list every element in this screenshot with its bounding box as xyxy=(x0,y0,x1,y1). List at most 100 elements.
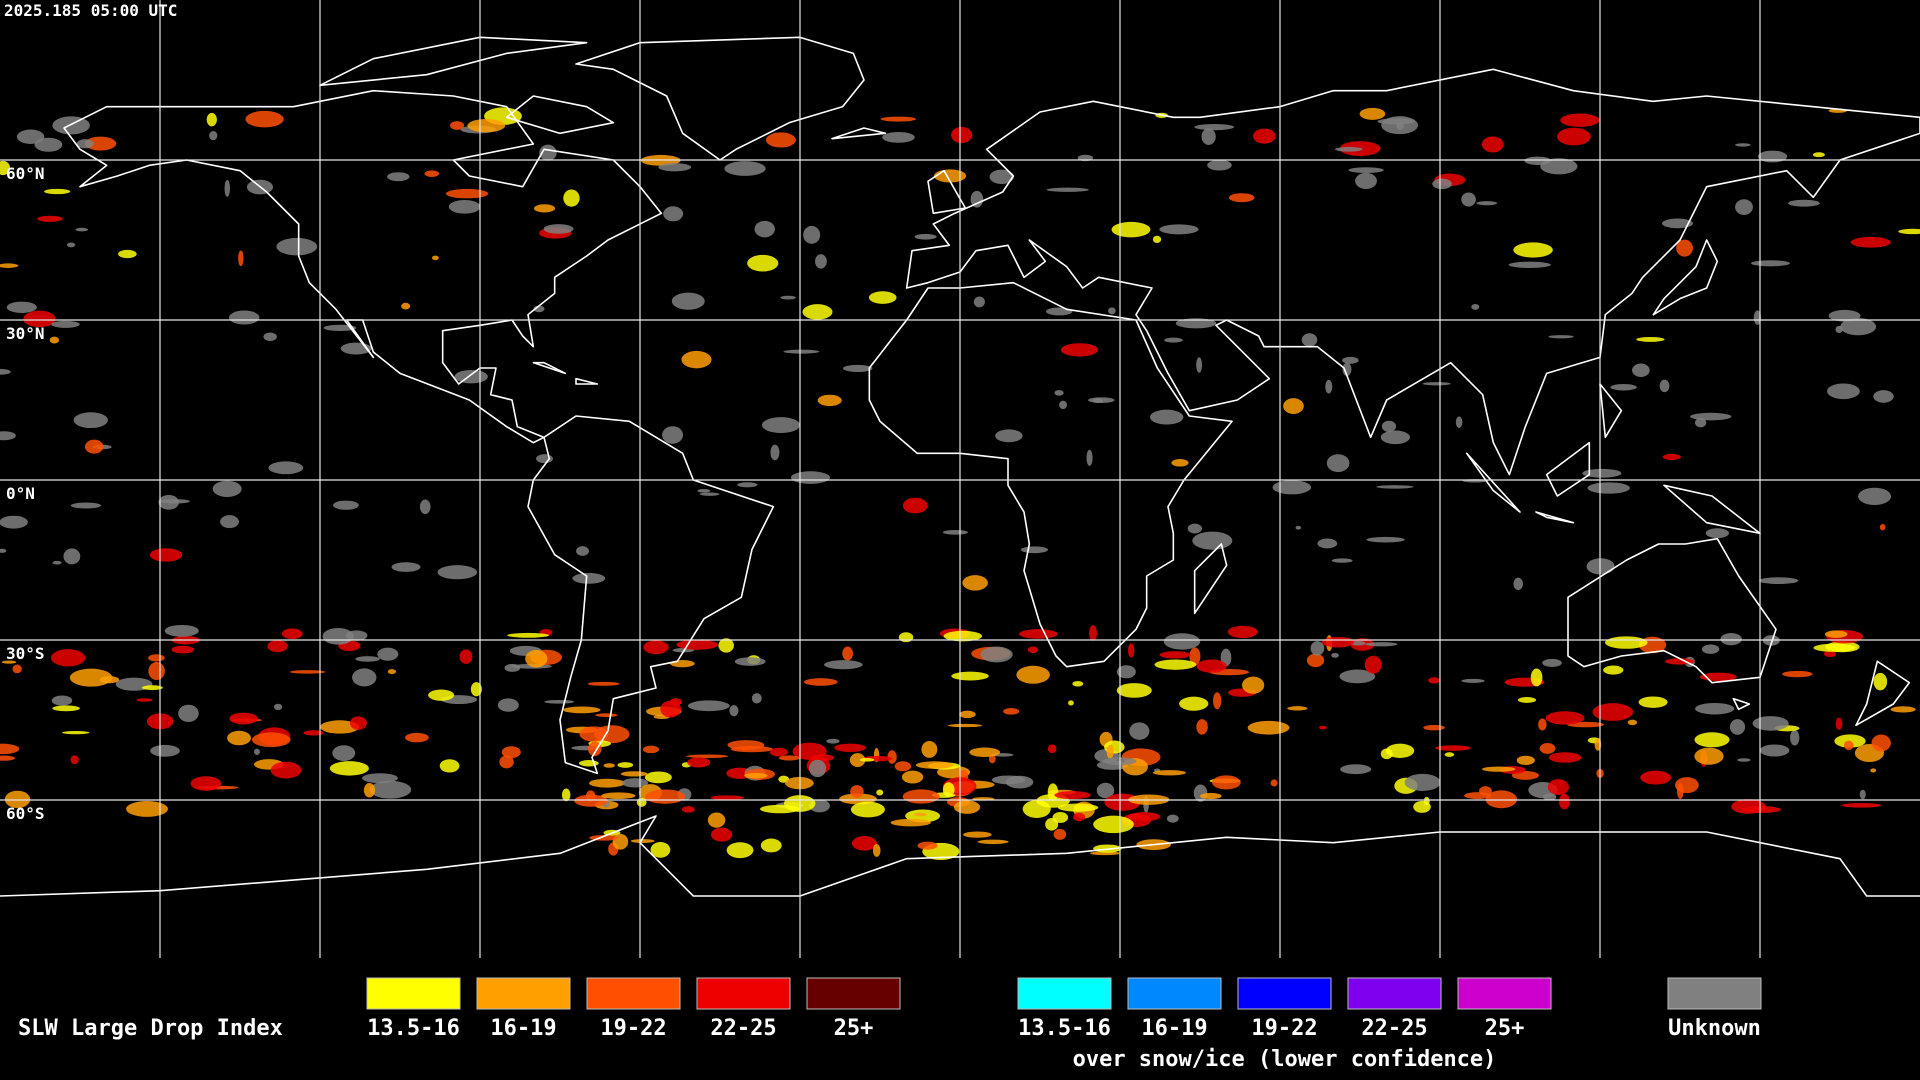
cloud-patch xyxy=(1306,653,1325,668)
cloud-patch xyxy=(917,841,938,850)
cloud-patch xyxy=(970,190,984,208)
cloud-patch xyxy=(1850,236,1891,248)
cloud-patch xyxy=(660,700,681,718)
cloud-patch xyxy=(1859,789,1866,800)
cloud-patch xyxy=(630,839,655,844)
cloud-patch xyxy=(273,703,283,711)
latitude-labels: 60°N 30°N 0°N 30°S 60°S xyxy=(6,164,45,823)
cloud-patch xyxy=(1187,523,1203,534)
cloud-patch xyxy=(148,654,165,662)
south-america xyxy=(528,416,773,773)
cloud-patch xyxy=(887,750,897,764)
legend-label: 22-25 xyxy=(1361,1016,1427,1041)
cloud-patch xyxy=(1542,658,1562,667)
cloud-patch xyxy=(562,706,601,714)
cloud-patch xyxy=(0,431,16,441)
cloud-patch xyxy=(576,546,589,556)
cloud-patch xyxy=(0,548,7,553)
cloud-patch xyxy=(1695,702,1735,715)
cloud-patch xyxy=(501,746,521,759)
cloud-patch xyxy=(419,499,431,515)
cloud-patch xyxy=(206,112,217,127)
cloud-patch xyxy=(737,482,758,488)
cloud-patch xyxy=(0,515,28,529)
cloud-patch xyxy=(1835,717,1843,730)
cloud-patch xyxy=(1163,633,1201,650)
cloud-patch xyxy=(595,713,618,718)
cloud-patch xyxy=(1812,152,1825,158)
cloud-patch xyxy=(621,778,649,788)
cloud-patch xyxy=(525,649,548,668)
cloud-patch xyxy=(1840,317,1877,336)
cloud-patch xyxy=(1592,703,1634,721)
cloud-patch xyxy=(0,755,16,761)
cloud-patch xyxy=(320,720,360,734)
cloud-patch xyxy=(1385,743,1415,758)
cloud-patch xyxy=(1019,629,1058,639)
cloud-patch xyxy=(1694,732,1730,748)
cloud-patch xyxy=(6,301,37,313)
cloud-patch xyxy=(437,565,478,580)
cloud-patch xyxy=(751,693,762,704)
cloud-patch xyxy=(1516,755,1535,765)
cloud-patch xyxy=(851,836,878,851)
cloud-patch xyxy=(1610,384,1637,391)
coastlines xyxy=(0,37,1920,896)
cloud-patch xyxy=(561,788,571,802)
cloud-patch xyxy=(276,237,318,256)
cloud-patch xyxy=(387,669,397,675)
cloud-patch xyxy=(1513,577,1524,591)
cloud-patch xyxy=(0,743,20,755)
cloud-patch xyxy=(1321,636,1355,648)
legend-label: Unknown xyxy=(1668,1016,1761,1041)
cloud-patch xyxy=(73,412,109,429)
cloud-patch xyxy=(1380,748,1393,760)
cloud-patch xyxy=(880,116,917,122)
cloud-patch xyxy=(803,225,821,244)
cloud-patch xyxy=(1517,697,1537,703)
cloud-patch xyxy=(995,429,1023,443)
cloud-patch xyxy=(1252,128,1276,144)
cloud-patch xyxy=(770,444,780,461)
cloud-patch xyxy=(1381,420,1397,432)
cloud-patch xyxy=(650,841,671,858)
legend-label: 19-22 xyxy=(600,1016,666,1041)
cloud-patch xyxy=(322,627,354,645)
cloud-patch xyxy=(1841,802,1882,808)
cloud-patch xyxy=(1540,158,1578,175)
cloud-patch xyxy=(1301,333,1318,347)
cloud-patch xyxy=(1750,260,1790,267)
cloud-patch xyxy=(424,170,440,177)
cloud-patch xyxy=(785,776,814,790)
cloud-patch xyxy=(1355,172,1377,190)
cloud-patch xyxy=(663,206,684,222)
cloud-patch xyxy=(1339,669,1376,684)
cloud-patch xyxy=(876,789,884,796)
cloud-patch xyxy=(868,291,897,304)
cloud-patch xyxy=(824,660,863,670)
cloud-patch xyxy=(1319,725,1327,730)
cloud-patch xyxy=(267,640,288,653)
cloud-patch xyxy=(942,782,955,797)
legend-label: 13.5-16 xyxy=(367,1016,460,1041)
cloud-patch xyxy=(1788,199,1820,207)
graticule xyxy=(0,0,1920,958)
cloud-patch xyxy=(681,806,695,813)
cloud-patch xyxy=(1027,646,1038,654)
cloud-patch xyxy=(1513,242,1553,258)
cloud-patch xyxy=(744,772,768,779)
cloud-patch xyxy=(1701,644,1720,654)
cloud-patch xyxy=(1638,696,1668,708)
cloud-patch xyxy=(34,137,63,152)
cloud-patch xyxy=(953,800,981,814)
cloud-patch xyxy=(1659,379,1670,393)
cloud-patch xyxy=(585,790,596,802)
cloud-patch xyxy=(894,761,912,772)
cloud-patch xyxy=(377,647,399,661)
cloud-patch xyxy=(1826,383,1860,400)
cloud-patch xyxy=(1759,744,1790,757)
cloud-patch xyxy=(1227,625,1258,639)
cloud-patch xyxy=(504,663,521,672)
cloud-patch xyxy=(251,732,291,748)
cloud-patch xyxy=(1272,480,1312,495)
